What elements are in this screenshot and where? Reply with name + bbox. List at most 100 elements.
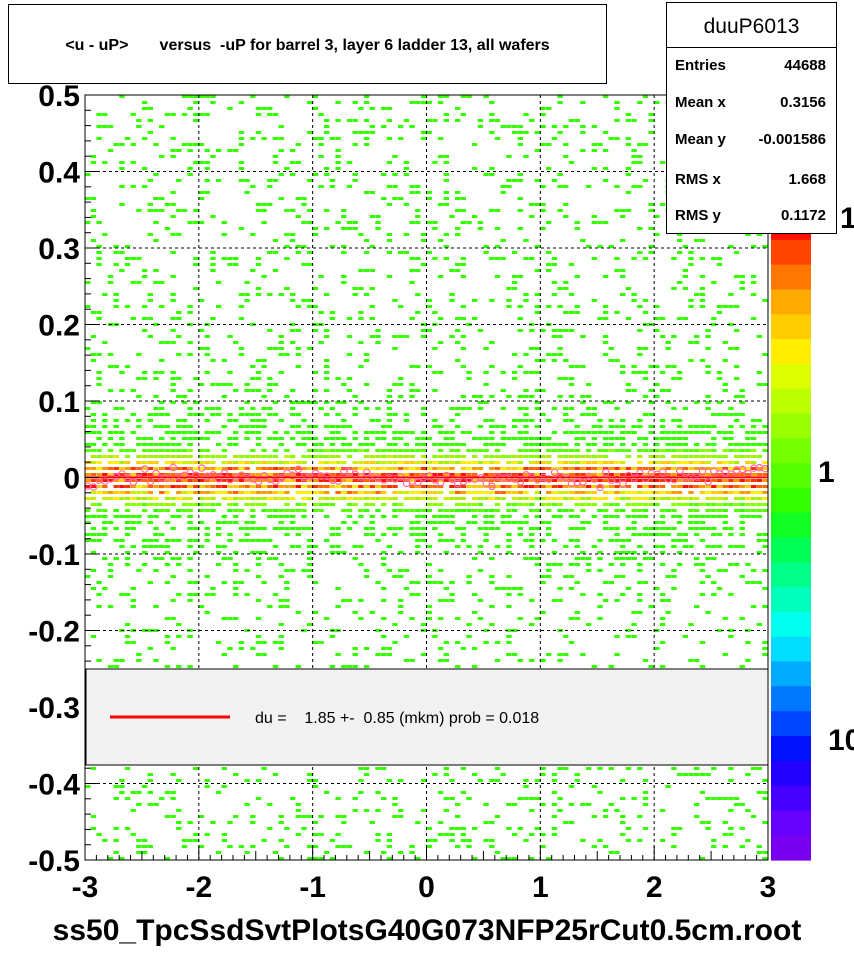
density-cell: [608, 431, 614, 434]
density-cell: [523, 431, 529, 434]
density-cell: [574, 275, 580, 278]
density-cell: [432, 473, 438, 476]
density-cell: [705, 455, 711, 458]
density-cell: [625, 587, 632, 590]
density-cell: [119, 443, 125, 446]
colorbar-step: [771, 736, 811, 762]
density-cell: [363, 269, 370, 272]
density-cell: [705, 491, 711, 494]
density-cell: [460, 431, 466, 434]
density-cell: [739, 803, 745, 806]
density-cell: [705, 479, 711, 482]
density-cell: [289, 461, 296, 464]
density-cell: [415, 821, 421, 824]
density-cell: [625, 401, 632, 404]
density-cell: [193, 479, 199, 482]
density-cell: [631, 431, 637, 434]
density-cell: [608, 419, 614, 422]
density-cell: [671, 407, 677, 410]
density-cell: [233, 581, 239, 584]
density-cell: [449, 269, 455, 272]
density-cell: [449, 215, 455, 218]
density-cell: [386, 485, 393, 488]
density-cell: [494, 449, 501, 452]
density-cell: [221, 785, 227, 788]
density-cell: [540, 575, 546, 578]
density-cell: [551, 485, 558, 488]
density-cell: [130, 389, 136, 392]
density-cell: [147, 131, 153, 134]
density-cell: [523, 797, 529, 800]
density-cell: [460, 455, 466, 458]
density-cell: [455, 425, 461, 428]
density-cell: [637, 425, 643, 428]
density-cell: [392, 503, 398, 506]
density-cell: [597, 479, 603, 482]
density-cell: [483, 251, 489, 254]
density-cell: [301, 203, 307, 206]
density-cell: [506, 827, 512, 830]
density-cell: [529, 557, 535, 560]
density-cell: [415, 473, 421, 476]
density-cell: [187, 593, 193, 596]
density-cell: [620, 821, 626, 824]
density-cell: [420, 539, 427, 542]
density-cell: [711, 839, 717, 842]
density-cell: [506, 299, 512, 302]
density-cell: [540, 437, 546, 440]
density-cell: [733, 251, 740, 254]
density-cell: [722, 383, 728, 386]
density-cell: [130, 281, 136, 284]
density-cell: [534, 779, 540, 782]
density-cell: [671, 503, 677, 506]
density-cell: [358, 131, 364, 134]
density-cell: [682, 545, 688, 548]
density-cell: [233, 773, 239, 776]
density-cell: [631, 149, 637, 152]
density-cell: [238, 227, 245, 230]
density-cell: [170, 647, 176, 650]
density-cell: [699, 581, 706, 584]
density-cell: [426, 581, 432, 584]
density-cell: [580, 527, 586, 530]
density-cell: [426, 845, 432, 848]
density-cell: [676, 431, 683, 434]
density-cell: [415, 215, 421, 218]
density-cell: [699, 515, 706, 518]
density-cell: [506, 125, 512, 128]
density-cell: [324, 119, 330, 122]
density-cell: [267, 461, 273, 464]
density-cell: [198, 197, 205, 200]
density-cell: [363, 497, 370, 500]
density-cell: [119, 95, 125, 98]
density-cell: [204, 353, 210, 356]
density-cell: [443, 797, 449, 800]
y-tick-labels: -0.5-0.4-0.3-0.2-0.100.10.20.30.40.5: [28, 80, 80, 878]
density-cell: [728, 827, 734, 830]
density-cell: [204, 497, 210, 500]
density-cell: [170, 155, 176, 158]
density-cell: [745, 503, 751, 506]
density-cell: [546, 353, 552, 356]
density-cell: [739, 509, 745, 512]
density-cell: [659, 161, 666, 164]
density-cell: [392, 431, 398, 434]
density-cell: [335, 119, 341, 122]
density-cell: [250, 365, 256, 368]
colorbar-step: [771, 562, 811, 588]
density-cell: [466, 521, 472, 524]
density-cell: [238, 467, 245, 470]
density-cell: [568, 161, 575, 164]
density-cell: [159, 401, 165, 404]
density-cell: [335, 605, 341, 608]
density-cell: [90, 359, 97, 362]
density-cell: [642, 533, 649, 536]
density-cell: [614, 209, 620, 212]
density-cell: [198, 461, 205, 464]
density-cell: [164, 521, 171, 524]
density-cell: [466, 407, 472, 410]
density-cell: [455, 503, 461, 506]
density-cell: [654, 101, 660, 104]
density-cell: [563, 311, 569, 314]
density-cell: [762, 779, 768, 782]
